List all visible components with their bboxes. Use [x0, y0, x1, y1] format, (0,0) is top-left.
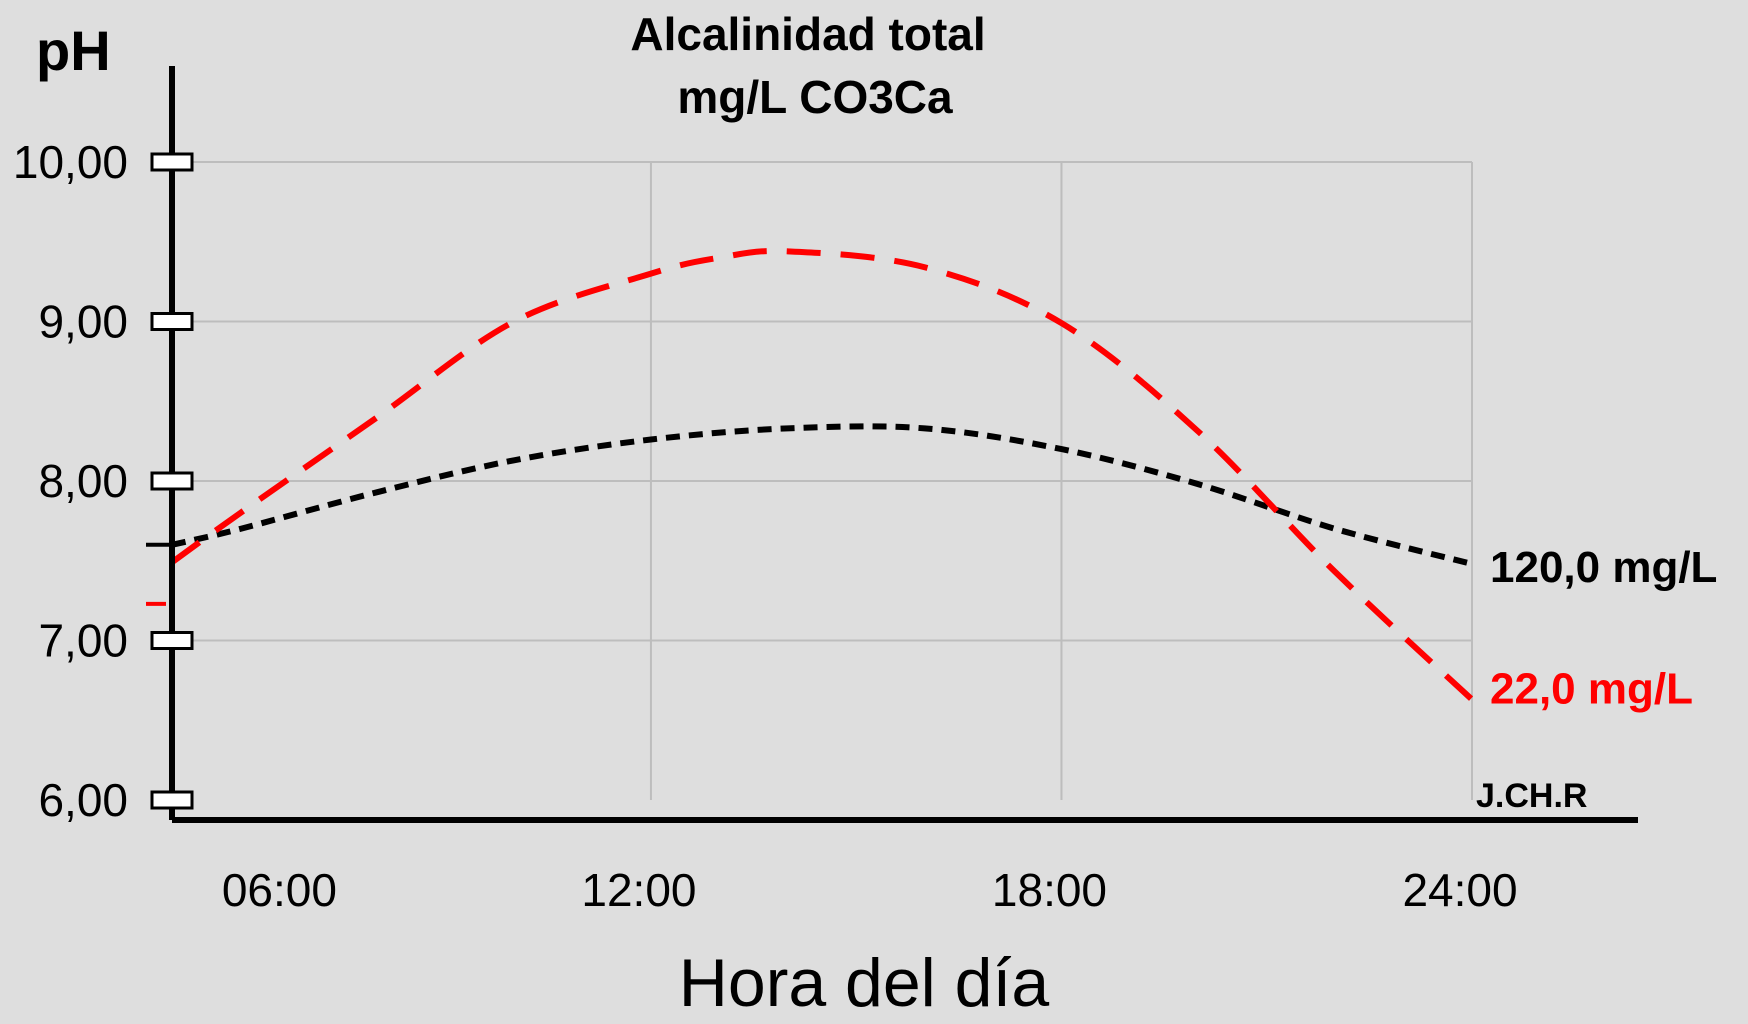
chart-title: Alcalinidad total: [630, 8, 985, 60]
y-tick-marker: [150, 790, 194, 810]
y-tick-marker: [150, 471, 194, 491]
x-axis-label: Hora del día: [679, 945, 1050, 1021]
y-tick-marker: [150, 152, 194, 172]
y-axis-label: pH: [36, 19, 111, 82]
y-tick-label: 7,00: [38, 615, 128, 667]
chart-subtitle: mg/L CO3Ca: [677, 71, 953, 123]
series-label: 120,0 mg/L: [1490, 543, 1717, 592]
x-tick-label: 12:00: [581, 864, 696, 916]
tick-labels: 6,00 7,00 8,00 9,00 10,00 06:00 12:00 18:00 24:0…: [13, 136, 1518, 916]
series-label: 22,0 mg/L: [1490, 665, 1693, 714]
y-tick-marker: [150, 631, 194, 650]
y-tick-label: 6,00: [38, 774, 128, 826]
author-annotation: J.CH.R: [1476, 777, 1587, 815]
y-tick-marker: [150, 312, 194, 331]
series-labels: 120,0 mg/L 22,0 mg/L: [1490, 543, 1717, 714]
series-lines: [170, 247, 1475, 702]
series-line-22mg: [170, 247, 1475, 702]
x-tick-label: 18:00: [992, 864, 1107, 916]
grid: [172, 161, 1473, 800]
axes: [146, 66, 1638, 823]
x-tick-label: 24:00: [1402, 864, 1517, 916]
x-tick-label: 06:00: [222, 864, 337, 916]
y-tick-label: 9,00: [38, 296, 128, 348]
y-tick-label: 8,00: [38, 455, 128, 507]
y-tick-label: 10,00: [13, 136, 128, 188]
